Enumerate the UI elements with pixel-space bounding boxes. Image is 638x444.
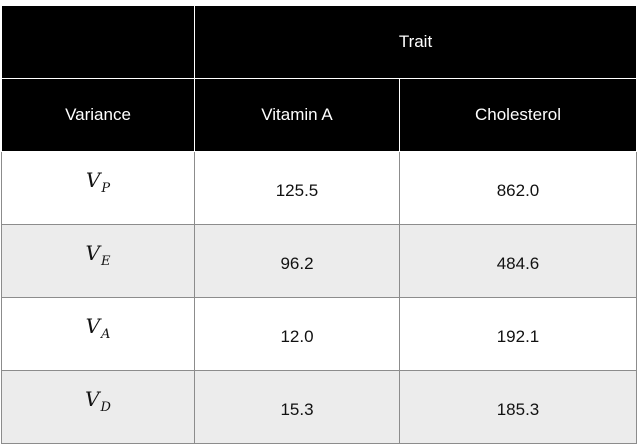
variance-subscript: P [101,181,111,196]
cholesterol-value: 862.0 [399,151,637,225]
vitamin-a-value: 125.5 [194,151,400,225]
cholesterol-value: 484.6 [399,224,637,298]
header-row-columns: Variance Vitamin A Cholesterol [1,78,637,152]
variance-symbol: V [85,387,100,411]
table-row: VA 12.0 192.1 [1,297,637,371]
header-empty-cell [1,5,195,79]
variance-symbol: V [85,241,100,265]
header-trait: Trait [194,5,637,79]
vitamin-a-value: 12.0 [194,297,400,371]
cholesterol-value: 185.3 [399,370,637,444]
variance-subscript: A [101,327,111,342]
header-row-top: Trait [1,5,637,79]
variance-symbol-cell: VD [1,370,195,444]
table-row: VD 15.3 185.3 [1,370,637,444]
variance-symbol-cell: VP [1,151,195,225]
table-row: VE 96.2 484.6 [1,224,637,298]
table-row: VP 125.5 862.0 [1,151,637,225]
variance-symbol-cell: VE [1,224,195,298]
vitamin-a-value: 15.3 [194,370,400,444]
vitamin-a-value: 96.2 [194,224,400,298]
header-cholesterol: Cholesterol [399,78,637,152]
header-vitamin-a: Vitamin A [194,78,400,152]
variance-table: Trait Variance Vitamin A Cholesterol VP … [1,5,637,444]
variance-symbol-cell: VA [1,297,195,371]
header-variance: Variance [1,78,195,152]
variance-subscript: E [100,254,111,269]
variance-symbol: V [85,168,101,192]
variance-symbol: V [85,314,101,338]
variance-subscript: D [100,400,111,415]
cholesterol-value: 192.1 [399,297,637,371]
